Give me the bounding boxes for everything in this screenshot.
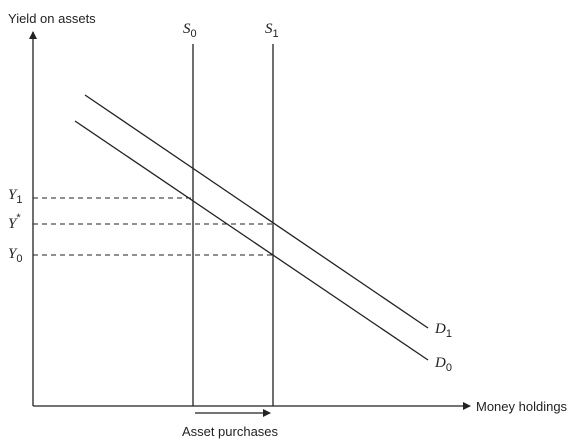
- y-axis-label: Yield on assets: [8, 11, 96, 26]
- demand-label-d1: D1: [434, 321, 452, 340]
- yield-label-y1: Y1: [8, 187, 22, 206]
- supply-label-s1: S1: [265, 21, 279, 40]
- demand-curve-d1: [84, 94, 429, 329]
- yield-label-y0: Y0: [8, 246, 22, 265]
- demand-label-d0: D0: [434, 355, 452, 374]
- asset-purchases-label: Asset purchases: [182, 424, 279, 439]
- supply-label-s0: S0: [183, 21, 197, 40]
- demand-curve-d0: [74, 120, 429, 361]
- x-axis-label: Money holdings: [476, 399, 568, 414]
- yield-label-y-star: Y*: [8, 212, 21, 232]
